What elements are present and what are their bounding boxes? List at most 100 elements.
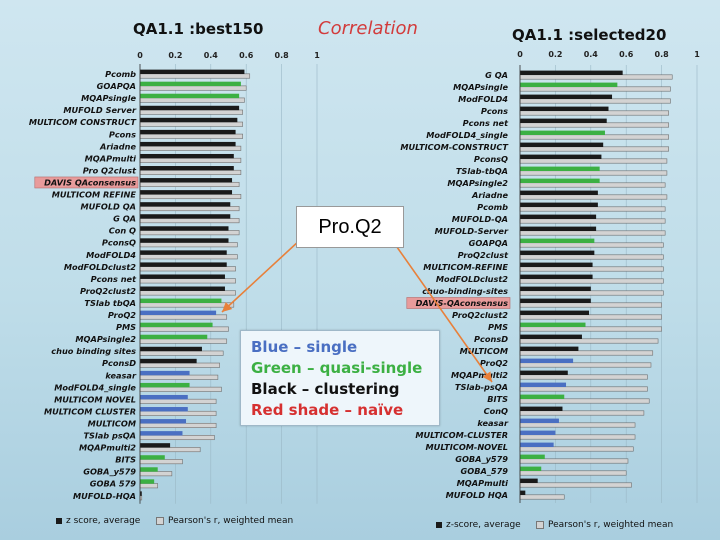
pearson-bar — [139, 290, 236, 296]
zscore-bar — [140, 178, 233, 183]
x-tick-label: 0.8 — [275, 51, 290, 60]
pearson-bar — [139, 278, 236, 284]
pearson-bar — [139, 181, 240, 187]
zscore-bar — [520, 106, 609, 111]
zscore-bar — [520, 490, 526, 495]
pearson-bar — [139, 350, 224, 356]
pearson-bar — [519, 386, 648, 392]
right-legend-pearson: Pearson's r, weighted mean — [536, 520, 673, 530]
pearson-bar — [519, 170, 668, 176]
zscore-bar — [140, 334, 208, 340]
zscore-bar — [520, 274, 593, 279]
pearson-bar — [139, 121, 243, 127]
zscore-bar — [520, 154, 602, 159]
legend-line-black: Black – clustering — [251, 380, 400, 398]
category-label: MUFOLD-QA — [452, 214, 508, 224]
pearson-bar — [519, 290, 664, 296]
naive-highlight — [406, 297, 511, 309]
zscore-bar — [520, 118, 607, 123]
category-label: MQAPmulti2 — [79, 443, 136, 453]
pearson-bar — [519, 158, 668, 164]
zscore-bar — [520, 70, 623, 75]
category-label: MQAPsingle — [453, 82, 508, 92]
zscore-bar — [520, 442, 554, 447]
pearson-bar — [519, 374, 648, 380]
pearson-bar — [519, 266, 664, 272]
pearson-bar — [139, 133, 243, 139]
category-label: ProQ2 — [480, 358, 508, 368]
zscore-bar — [140, 298, 222, 303]
correlation-title: Correlation — [318, 18, 418, 39]
pearson-bar — [139, 362, 220, 368]
x-tick-label: 0 — [137, 51, 143, 60]
category-label: ProQ2clust2 — [452, 310, 508, 320]
zscore-bar — [140, 214, 231, 219]
pearson-bar — [139, 230, 240, 236]
pearson-bar — [519, 434, 636, 440]
pearson-bar — [519, 206, 666, 212]
zscore-bar — [140, 346, 202, 352]
pearson-bar — [139, 459, 183, 465]
pearson-bar — [139, 254, 238, 260]
pearson-bar — [519, 326, 662, 332]
zscore-bar — [140, 117, 238, 123]
category-label: Pcons net — [463, 118, 509, 128]
category-label: GOBA_y579 — [455, 454, 508, 464]
right-chart-title: QA1.1 :selected20 — [512, 26, 667, 44]
category-label: Ariadne — [471, 190, 508, 200]
category-label: Pcons — [481, 106, 508, 116]
category-label: G QA — [485, 70, 508, 80]
category-label: MULTICOM — [460, 346, 508, 356]
zscore-bar — [520, 310, 590, 315]
zscore-bar — [520, 214, 597, 219]
pearson-bar — [519, 98, 671, 104]
pearson-bar — [139, 109, 243, 115]
category-label: TSlab tbQA — [84, 298, 136, 308]
zscore-bar — [140, 322, 213, 328]
category-label: Pcons — [109, 129, 136, 139]
pearson-swatch — [156, 517, 164, 525]
zscore-bar — [520, 478, 538, 483]
category-label: Pro Q2clust — [83, 165, 137, 175]
pearson-bar — [139, 471, 173, 477]
pearson-bar — [519, 398, 650, 404]
left-chart-title: QA1.1 :best150 — [133, 20, 264, 38]
category-label: ProQ2clust2 — [80, 286, 136, 296]
category-label: PMS — [488, 322, 508, 332]
zscore-bar — [140, 226, 229, 231]
zscore-bar — [520, 454, 545, 459]
zscore-bar — [520, 322, 586, 327]
pearson-bar — [519, 482, 632, 488]
category-label: MULTICOM CONSTRUCT — [29, 117, 138, 127]
zscore-bar — [520, 142, 604, 147]
zscore-bar — [140, 238, 229, 243]
pearson-bar — [139, 169, 242, 175]
zscore-bar — [520, 370, 568, 375]
x-tick-label: 0 — [517, 50, 523, 59]
category-label: MUFOLD QA — [80, 202, 136, 212]
zscore-bar — [520, 406, 563, 411]
zscore-bar — [140, 286, 225, 291]
category-label: chuo binding sites — [51, 346, 136, 356]
category-label: GOBA 579 — [90, 479, 137, 489]
pearson-bar — [519, 278, 664, 284]
category-label: MQAPsingle2 — [75, 334, 136, 344]
pearson-bar — [519, 146, 669, 152]
category-label: ProQ2clust — [458, 250, 509, 260]
category-label: ModFOLD4_single — [54, 382, 136, 392]
category-label: ModFOLDclust2 — [436, 274, 508, 284]
zscore-bar — [140, 419, 187, 424]
x-tick-label: 1 — [694, 50, 700, 59]
x-tick-label: 1 — [314, 51, 320, 60]
zscore-bar — [520, 286, 591, 291]
pearson-bar — [519, 86, 671, 92]
zscore-bar — [520, 466, 542, 471]
legend-line-blue: Blue – single — [251, 338, 358, 356]
x-tick-label: 0.2 — [168, 51, 182, 60]
zscore-bar — [140, 382, 190, 388]
category-label: PconsQ — [102, 238, 136, 248]
zscore-bar — [520, 430, 556, 435]
category-label: PMS — [116, 322, 136, 332]
zscore-bar — [140, 81, 241, 87]
